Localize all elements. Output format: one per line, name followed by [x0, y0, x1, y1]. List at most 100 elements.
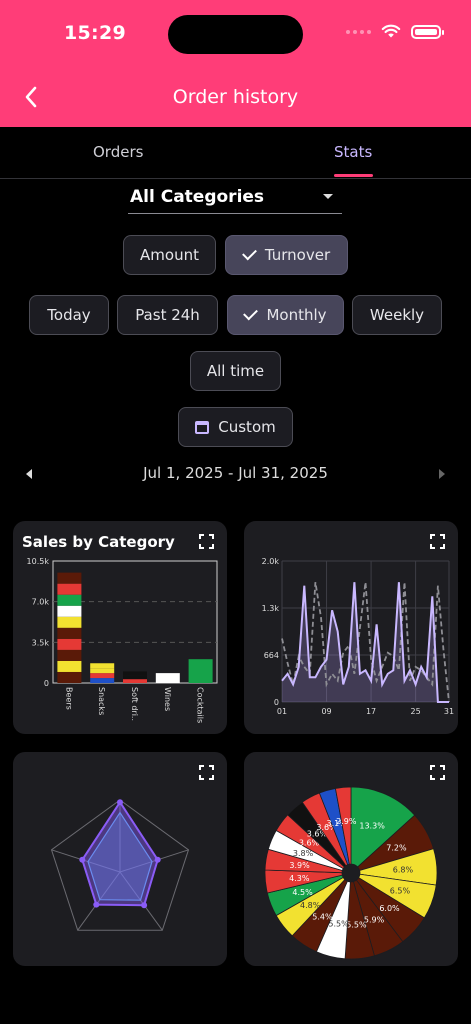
check-icon	[243, 305, 259, 321]
sales-by-category-card: Sales by Category 10.5k 7.0k 3.5k 0 Beers Sna…	[13, 521, 227, 734]
chart-title: Sales by Category	[22, 533, 175, 551]
bar-segment	[123, 671, 147, 676]
all-time-chip-label: All time	[206, 362, 265, 380]
calendar-icon	[195, 420, 210, 434]
pie-slice-label: 3.6%	[299, 838, 320, 847]
bar-segment	[123, 675, 147, 680]
today-chip[interactable]: Today	[29, 295, 109, 335]
y-tick-label: 0	[274, 698, 279, 707]
chevron-left-icon	[25, 86, 37, 108]
monthly-chip-label: Monthly	[266, 306, 327, 324]
cellular-signal-icon	[346, 29, 371, 34]
line-chart: 2.0k 1.3k 664 001 09 17 25 31	[262, 557, 454, 716]
category-dropdown-value: All Categories	[130, 187, 265, 207]
pie-slice-label: 4.5%	[292, 888, 313, 897]
x-tick-label: Snacks	[97, 687, 106, 715]
bar-segment	[90, 663, 115, 669]
pie-chart-card: 13.3% 7.2% 6.8% 6.5% 6.0% 5.9% 5.5% 5.5% 5.4% 4.8…	[244, 752, 458, 966]
bar-segment	[57, 616, 82, 628]
radar-chart	[50, 799, 190, 931]
page-title: Order history	[172, 86, 299, 108]
y-tick-label: 2.0k	[262, 557, 280, 566]
amount-chip-label: Amount	[140, 246, 199, 264]
weekly-chip[interactable]: Weekly	[352, 295, 442, 335]
pie-slice-label: 2.9%	[336, 817, 357, 826]
status-time: 15:29	[64, 22, 126, 44]
bar-segment	[155, 673, 180, 683]
next-period-icon[interactable]	[439, 469, 445, 479]
tab-stats[interactable]: Stats	[334, 143, 373, 161]
y-tick-label: 1.3k	[262, 604, 280, 613]
pie-slice-label: 5.9%	[364, 916, 385, 925]
fullscreen-icon[interactable]	[199, 534, 214, 549]
monthly-chip[interactable]: Monthly	[227, 295, 344, 335]
x-tick-label: 25	[411, 707, 421, 716]
bar-segment	[57, 638, 82, 650]
turnover-chip[interactable]: Turnover	[225, 235, 348, 275]
previous-period-icon[interactable]	[26, 469, 32, 479]
x-tick-label: 31	[444, 707, 454, 716]
bar-segment	[57, 594, 82, 606]
pie-slice	[334, 786, 352, 865]
radar-spoke	[119, 871, 163, 931]
bar-segment	[123, 679, 147, 683]
past-24h-chip[interactable]: Past 24h	[117, 295, 218, 335]
amount-chip[interactable]: Amount	[123, 235, 216, 275]
date-range-nav: Jul 1, 2025 - Jul 31, 2025	[0, 462, 471, 486]
bar-segment	[90, 673, 115, 679]
back-button[interactable]	[14, 80, 48, 114]
turnover-chip-label: Turnover	[264, 246, 331, 264]
bar-segment	[188, 659, 213, 683]
pie-slice-label: 6.8%	[393, 865, 414, 874]
radar-chart-card	[13, 752, 227, 966]
x-tick-label: Soft dri..	[130, 687, 139, 721]
bar-segment	[57, 660, 82, 672]
pie-slice-label: 3.9%	[289, 861, 310, 870]
x-tick-label: Wines	[163, 687, 172, 711]
radar-point	[117, 799, 123, 806]
chevron-down-icon	[323, 194, 333, 199]
fullscreen-icon[interactable]	[199, 765, 214, 780]
y-tick-label: 3.5k	[32, 638, 50, 647]
app-bar: 15:29 Order history	[0, 0, 471, 127]
tab-orders[interactable]: Orders	[93, 143, 144, 161]
fullscreen-icon[interactable]	[430, 765, 445, 780]
pie-slice-label: 6.0%	[379, 904, 400, 913]
all-time-chip[interactable]: All time	[190, 351, 281, 391]
tab-indicator	[334, 174, 373, 177]
line-chart-card: 2.0k 1.3k 664 0 01 09 17 25 31	[244, 521, 458, 734]
battery-icon	[411, 24, 444, 39]
pie-slice-label: 5.5%	[328, 920, 349, 929]
fullscreen-icon[interactable]	[430, 534, 445, 549]
x-tick-label: 09	[321, 707, 331, 716]
radar-spoke	[77, 871, 121, 931]
pie-slice-label: 4.8%	[300, 901, 321, 910]
date-range-label: Jul 1, 2025 - Jul 31, 2025	[143, 464, 328, 482]
y-tick-label: 0	[44, 679, 49, 688]
custom-range-label: Custom	[218, 418, 276, 436]
pie-slice-label: 5.4%	[312, 912, 333, 921]
bar-segment	[57, 605, 82, 617]
bar-segment	[57, 649, 82, 661]
custom-range-button[interactable]: Custom	[178, 407, 293, 447]
bar-segment	[57, 627, 82, 639]
pie-slice-label: 4.3%	[289, 874, 310, 883]
pie-slice-label: 6.5%	[390, 887, 411, 896]
check-icon	[241, 245, 257, 261]
radar-point	[93, 901, 100, 908]
pie-slice-label: 5.5%	[346, 921, 367, 930]
wifi-icon	[381, 24, 401, 38]
radar-grid	[50, 799, 190, 931]
y-tick-label: 664	[264, 651, 279, 660]
y-tick-label: 7.0k	[32, 598, 50, 607]
tab-bar: Orders Stats	[0, 127, 471, 179]
bar-segment	[57, 583, 82, 595]
pie-slice-label: 3.8%	[293, 849, 314, 858]
radar-series	[81, 800, 159, 907]
bar-chart: 10.5k 7.0k 3.5k 0 Beers Snacks Soft dri.. Wines…	[27, 557, 218, 723]
category-dropdown[interactable]: All Categories	[128, 183, 342, 214]
bar-segment	[90, 678, 115, 683]
pie-slice	[350, 786, 416, 868]
pie-slice-label: 13.3%	[359, 822, 385, 831]
radar-series-secondary	[87, 811, 153, 901]
